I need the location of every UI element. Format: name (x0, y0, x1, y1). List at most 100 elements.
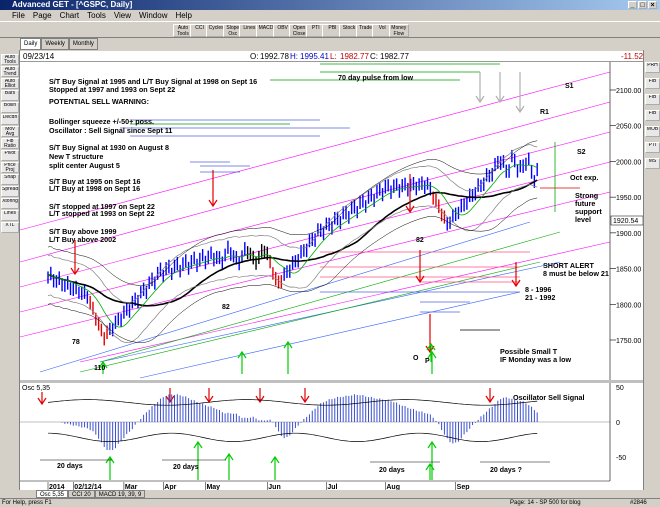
annotation-text: SHORT ALERT (543, 261, 594, 270)
annotation-text: IF Monday was a low (500, 355, 571, 364)
left-tool-button[interactable]: Spread (1, 186, 19, 197)
timeframe-tabs: Daily Weekly Monthly (20, 38, 98, 50)
tab-osc[interactable]: Osc 5,35 (36, 490, 69, 498)
osc-axis-label: 0 (616, 420, 620, 427)
right-tool-button[interactable]: FIB (645, 110, 660, 121)
price-info-bar: 09/23/14 O: 1992.78 H: 1995.41 L: 1982.7… (20, 51, 643, 62)
left-tool-button[interactable]: Auto Tools (1, 54, 19, 65)
right-tool-button[interactable]: PRH (645, 62, 660, 73)
sell-arrow-head (37, 397, 47, 406)
left-tool-button[interactable]: Lines (1, 210, 19, 221)
annotation-text: POTENTIAL SELL WARNING: (49, 97, 149, 106)
menu-file[interactable]: File (12, 11, 25, 20)
x-axis-label: 02/12/14 (74, 484, 101, 490)
x-axis-label: Apr (164, 484, 176, 490)
tab-weekly[interactable]: Weekly (41, 38, 69, 50)
buy-arrow-head (426, 342, 436, 351)
price-label-p: P (425, 358, 430, 365)
x-axis-label: May (206, 484, 220, 490)
toolbar-button[interactable]: CCI (189, 24, 210, 37)
price-label-s2: S2 (577, 149, 586, 156)
toolbar: Auto Tools CCI Cycles Slope Osc Lines MACD OBV… (0, 21, 660, 38)
status-help: For Help, press F1 (2, 500, 52, 506)
annotation-text: 8 must be below 21 (543, 269, 609, 278)
annotation-text: S/T Buy at 1995 on Sept 16 (49, 177, 140, 186)
sell-arrow-head (405, 205, 415, 214)
green-fan-line (79, 261, 541, 373)
sell-arrow-head (70, 267, 80, 276)
left-tool-button[interactable]: Xtoring (1, 198, 19, 209)
price-axis-label: 2000.00 (616, 159, 641, 166)
toolbar-button[interactable]: PTI (305, 24, 326, 37)
right-toolbar: PRH FIB FIB FIB MOB PTI MS (643, 50, 660, 490)
osc-days-label: 20 days (173, 464, 199, 471)
right-tool-button[interactable]: FIB (645, 94, 660, 105)
left-tool-button[interactable]: XTL (1, 222, 19, 233)
left-tool-button[interactable]: Auto Elliot (1, 78, 19, 89)
indicator-tabs: Osc 5,35 CCI 20 MACD 19, 39, 9 (36, 490, 146, 500)
right-tool-button[interactable]: PTI (645, 142, 660, 153)
left-tool-button[interactable]: Fib Ratio (1, 138, 19, 149)
chart-area[interactable]: S/T Buy Signal at 1995 and L/T Buy Signa… (19, 62, 644, 491)
price-axis-label: 2100.00 (616, 88, 641, 95)
annotation-text: Possible Small T (500, 347, 558, 356)
tab-monthly[interactable]: Monthly (68, 38, 98, 50)
tab-cci[interactable]: CCI 20 (68, 490, 95, 498)
annotation-text: Oscillator Sell Signal (513, 393, 585, 402)
left-tool-button[interactable]: Auto Trend (1, 66, 19, 77)
menu-help[interactable]: Help (175, 11, 192, 20)
left-tool-button[interactable]: Mov Avg (1, 126, 19, 137)
sell-arrow-head (485, 395, 495, 404)
price-axis-label: 1950.00 (616, 195, 641, 202)
envelope-lower-line (47, 197, 538, 343)
right-tool-button[interactable]: MOB (645, 126, 660, 137)
annotation-text: L/T Buy at 1998 on Sept 16 (49, 184, 140, 193)
left-tool-button[interactable]: Bollin (1, 102, 19, 113)
toolbar-button[interactable]: Cycles (206, 24, 227, 37)
minimize-icon[interactable]: _ (628, 1, 637, 9)
left-tool-button[interactable]: Price Proj (1, 162, 19, 173)
right-tool-button[interactable]: MS (645, 158, 660, 169)
price-label-r1: R1 (540, 109, 549, 116)
menu-window[interactable]: Window (139, 11, 168, 20)
close-icon[interactable]: × (648, 1, 657, 9)
toolbar-button[interactable]: Money Flow (388, 24, 409, 37)
sell-arrow-head (415, 275, 425, 284)
annotation-text: Stopped at 1997 and 1993 on Sept 22 (49, 85, 175, 94)
sell-arrow-head (300, 395, 310, 404)
annotation-text: 21 - 1992 (525, 293, 555, 302)
annotation-text: Bollinger squeeze +/-50+ poss. (49, 117, 154, 126)
x-axis-label: Aug (386, 484, 400, 490)
menu-page[interactable]: Page (32, 11, 52, 20)
sell-arrow-head (165, 395, 175, 404)
status-code: #2846 (630, 500, 647, 506)
status-page: Page: 14 - SP 500 for blog (510, 500, 581, 506)
price-axis-label: 2050.00 (616, 124, 641, 131)
menu-tools[interactable]: Tools (87, 11, 106, 20)
status-bar: For Help, press F1 Page: 14 - SP 500 for… (0, 498, 660, 506)
price-label-l78: 78 (72, 339, 80, 346)
menu-chart[interactable]: Chart (59, 11, 80, 20)
left-tool-button[interactable]: Snap (1, 174, 19, 185)
info-open: 1992.78 (260, 52, 289, 61)
left-tool-button[interactable]: Bars (1, 90, 19, 101)
tab-macd[interactable]: MACD 19, 39, 9 (94, 490, 146, 498)
price-chart-svg[interactable]: S/T Buy Signal at 1995 and L/T Buy Signa… (19, 62, 644, 491)
sell-arrow-head (208, 199, 218, 208)
trend-line (39, 221, 531, 373)
osc-upper-band (47, 399, 538, 406)
maximize-icon[interactable]: □ (638, 1, 647, 9)
left-toolbar: Auto Tools Auto Trend Auto Elliot Bars Bolli… (0, 50, 20, 490)
x-axis-label: Mar (125, 484, 138, 490)
current-price-label: 1920.54 (613, 218, 638, 225)
annotation-text: split center August 5 (49, 161, 120, 170)
menu-view[interactable]: View (113, 11, 132, 20)
sell-arrow-head (255, 395, 265, 404)
info-low: 1982.77 (340, 52, 369, 61)
left-tool-button[interactable]: Decdn (1, 114, 19, 125)
tab-daily[interactable]: Daily (20, 38, 42, 50)
right-tool-button[interactable]: FIB (645, 78, 660, 89)
left-tool-button[interactable]: Pivot (1, 150, 19, 161)
buy-arrow-head (224, 452, 234, 461)
annotation-text: S/T stopped at 1997 on Sept 22 (49, 202, 155, 211)
